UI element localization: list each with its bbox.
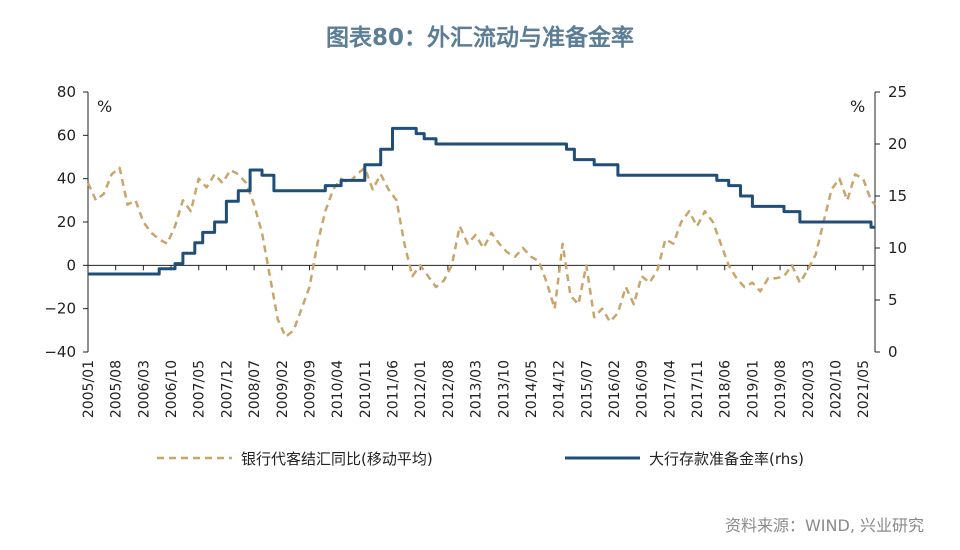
x-tick-label: 2012/08 <box>441 360 457 418</box>
series-line-rrr <box>88 126 875 276</box>
series-group <box>86 126 876 339</box>
x-tick-label: 2014/12 <box>552 360 568 418</box>
x-tick-label: 2017/11 <box>690 360 706 418</box>
x-tick-label: 2008/07 <box>247 360 263 418</box>
x-tick-label: 2021/05 <box>856 360 872 418</box>
x-tick-label: 2007/05 <box>192 360 208 418</box>
right-tick-label: 15 <box>888 187 907 205</box>
x-tick-label: 2019/01 <box>745 360 761 418</box>
x-tick-label: 2020/10 <box>828 360 844 418</box>
x-tick-label: 2017/04 <box>662 360 678 418</box>
x-tick-label: 2010/11 <box>358 360 374 418</box>
x-tick-label: 2016/09 <box>635 360 651 418</box>
x-tick-label: 2018/06 <box>718 360 734 418</box>
right-tick-label: 20 <box>888 135 907 153</box>
x-tick-label: 2020/03 <box>801 360 817 418</box>
right-tick-label: 0 <box>888 343 898 361</box>
left-tick-label: 60 <box>57 126 76 144</box>
x-tick-label: 2005/01 <box>81 360 97 418</box>
x-tick-label: 2005/08 <box>109 360 125 418</box>
source-note: 资料来源：WIND, 兴业研究 <box>724 516 924 535</box>
left-tick-label: −40 <box>44 343 76 361</box>
left-tick-label: −20 <box>44 300 76 318</box>
chart-title: 图表80：外汇流动与准备金率 <box>325 25 634 51</box>
x-axis-ticks: 2005/01 2005/08 2006/03 2006/10 2007/05 2007/… <box>81 265 872 418</box>
x-tick-label: 2014/05 <box>524 360 540 418</box>
left-tick-label: 40 <box>57 170 76 188</box>
right-tick-label: 10 <box>888 239 907 257</box>
right-tick-label: 5 <box>888 291 898 309</box>
x-tick-label: 2009/02 <box>275 360 291 418</box>
left-axis-ticks: 80 60 40 20 0 −20 −40 <box>44 83 88 361</box>
x-tick-label: 2012/01 <box>413 360 429 418</box>
left-axis-unit: % <box>97 97 112 116</box>
legend: 银行代客结汇同比(移动平均) 大行存款准备金率(rhs) <box>157 450 804 468</box>
right-axis-ticks: 25 20 15 10 5 0 <box>875 83 907 361</box>
x-tick-label: 2016/02 <box>607 360 623 418</box>
legend-label-fx-settlement: 银行代客结汇同比(移动平均) <box>241 450 433 468</box>
left-tick-label: 80 <box>57 83 76 101</box>
left-tick-label: 0 <box>66 256 76 274</box>
x-tick-label: 2006/03 <box>136 360 152 418</box>
right-tick-label: 25 <box>888 83 907 101</box>
x-tick-label: 2010/04 <box>330 360 346 418</box>
x-tick-label: 2006/10 <box>164 360 180 418</box>
x-tick-label: 2009/09 <box>302 360 318 418</box>
x-tick-label: 2011/06 <box>386 360 402 418</box>
x-tick-label: 2013/03 <box>469 360 485 418</box>
x-tick-label: 2015/07 <box>579 360 595 418</box>
left-tick-label: 20 <box>57 213 76 231</box>
x-tick-label: 2007/12 <box>219 360 235 418</box>
series-line-fx-settlement <box>86 166 876 339</box>
x-tick-label: 2019/08 <box>773 360 789 418</box>
right-axis-unit: % <box>850 97 865 116</box>
legend-label-rrr: 大行存款准备金率(rhs) <box>649 450 804 468</box>
axes-group <box>87 92 876 352</box>
x-tick-label: 2013/10 <box>496 360 512 418</box>
